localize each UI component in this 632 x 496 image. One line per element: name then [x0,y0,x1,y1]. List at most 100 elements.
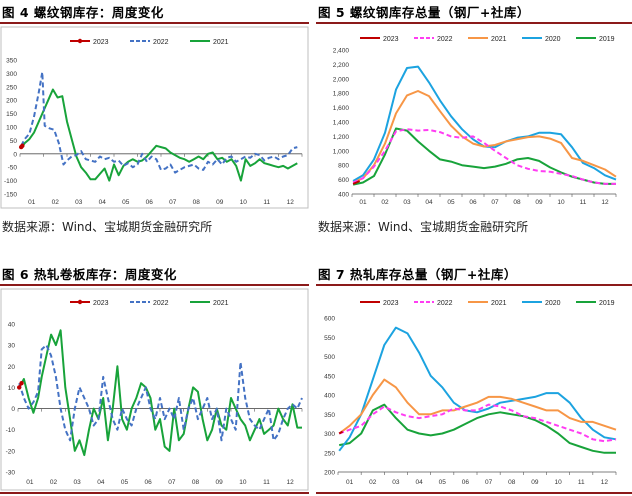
bottom-rule [0,492,309,494]
y-tick-label: 800 [338,163,349,170]
x-tick-label: 12 [601,199,609,206]
series-line-2021 [20,88,298,182]
y-tick-label: 350 [324,412,335,419]
y-tick-label: 300 [324,431,335,438]
x-tick-label: 05 [439,479,447,486]
y-tick-label: -20 [6,448,16,455]
y-tick-label: 100 [6,125,17,132]
y-tick-label: 550 [324,335,335,342]
x-tick-label: 09 [531,479,539,486]
x-tick-label: 12 [287,199,295,206]
y-tick-label: 0 [13,151,17,158]
x-tick-label: 02 [50,479,58,486]
x-tick-label: 08 [513,199,521,206]
title-rule [0,22,309,24]
y-tick-label: 1,000 [333,148,350,155]
legend-marker [77,38,83,44]
x-tick-label: 10 [554,479,562,486]
y-tick-label: 200 [6,98,17,105]
legend-marker [77,299,83,305]
x-tick-label: 11 [263,199,270,206]
legend-label: 2021 [491,36,507,43]
y-tick-label: 600 [338,177,349,184]
x-tick-label: 06 [145,479,153,486]
series-point-2023 [19,381,24,386]
x-tick-label: 03 [403,199,411,206]
series-line-2021 [18,329,302,457]
x-tick-label: 08 [193,199,201,206]
chart-hrc-weekly-change: -30 -20 -10 0 10 20 30 40 01 02 03 04 05 06 07 08 09 10 11… [0,288,309,491]
x-tick-label: 11 [263,479,270,486]
x-tick-label: 04 [415,479,423,486]
y-tick-label: 1,800 [333,91,350,98]
legend-label: 2021 [213,39,229,46]
series-line-2022 [18,344,303,442]
legend-label: 2021 [491,300,507,307]
series-line-2022 [20,71,298,174]
y-tick-label: 200 [324,470,335,477]
title-rule [0,284,309,286]
series-line-2023 [338,430,344,435]
x-tick-label: 08 [508,479,516,486]
x-tick-label: 03 [74,479,82,486]
legend-label: 2022 [437,300,453,307]
x-tick-label: 10 [557,199,565,206]
y-tick-label: 0 [11,406,15,413]
x-tick-label: 05 [447,199,455,206]
y-tick-label: 150 [6,111,17,118]
x-tick-label: 12 [287,479,295,486]
y-tick-label: 400 [338,192,349,199]
legend-label: 2020 [545,300,561,307]
x-tick-label: 05 [121,479,129,486]
legend-label: 2023 [93,300,109,307]
title-rule [316,284,632,286]
x-tick-label: 02 [381,199,389,206]
legend-label: 2020 [545,36,561,43]
legend-label: 2019 [599,300,615,307]
y-tick-label: 2,400 [333,48,350,55]
y-tick-label: 450 [324,373,335,380]
series-line-2020 [338,326,617,452]
y-tick-label: 350 [6,58,17,65]
y-tick-label: 10 [8,385,16,392]
x-tick-label: 11 [580,199,587,206]
x-tick-label: 07 [491,199,499,206]
y-tick-label: -30 [6,470,16,477]
x-tick-label: 12 [601,479,609,486]
x-tick-label: 09 [216,479,224,486]
chart-rebar-total-inventory: 400 600 800 1,000 1,200 1,400 1,600 1,800 2,000 2… [333,36,617,206]
y-tick-label: -100 [4,178,17,185]
y-tick-label: 300 [6,71,17,78]
y-tick-label: 20 [8,364,16,371]
y-tick-label: 1,600 [333,105,350,112]
x-tick-label: 05 [122,199,130,206]
x-tick-label: 01 [346,479,354,486]
y-tick-label: 1,400 [333,120,350,127]
legend-label: 2019 [599,36,615,43]
y-tick-label: 2,200 [333,62,350,69]
series-line-2019 [339,403,616,454]
y-tick-label: -50 [8,165,18,172]
x-tick-label: 02 [52,199,60,206]
y-tick-label: 250 [6,84,17,91]
x-tick-label: 09 [216,199,224,206]
series-line-2019 [352,127,616,186]
x-tick-label: 07 [168,479,176,486]
series-point-2023 [20,143,25,148]
x-tick-label: 10 [240,199,248,206]
series-line-2023 [352,180,361,185]
y-tick-label: -150 [4,192,17,199]
series-line-2022 [352,128,616,185]
x-tick-label: 04 [425,199,433,206]
y-tick-label: 40 [8,322,16,329]
y-tick-label: -10 [6,427,16,434]
legend-label: 2023 [383,36,399,43]
x-tick-label: 04 [97,479,105,486]
x-tick-label: 03 [75,199,83,206]
x-tick-label: 10 [239,479,247,486]
data-source: 数据来源：Wind、宝城期货金融研究所 [318,220,529,234]
chart-title: 图 5 螺纹钢库存总量（钢厂+社库） [318,5,530,20]
y-tick-label: 50 [10,138,18,145]
legend-label: 2021 [213,300,229,307]
